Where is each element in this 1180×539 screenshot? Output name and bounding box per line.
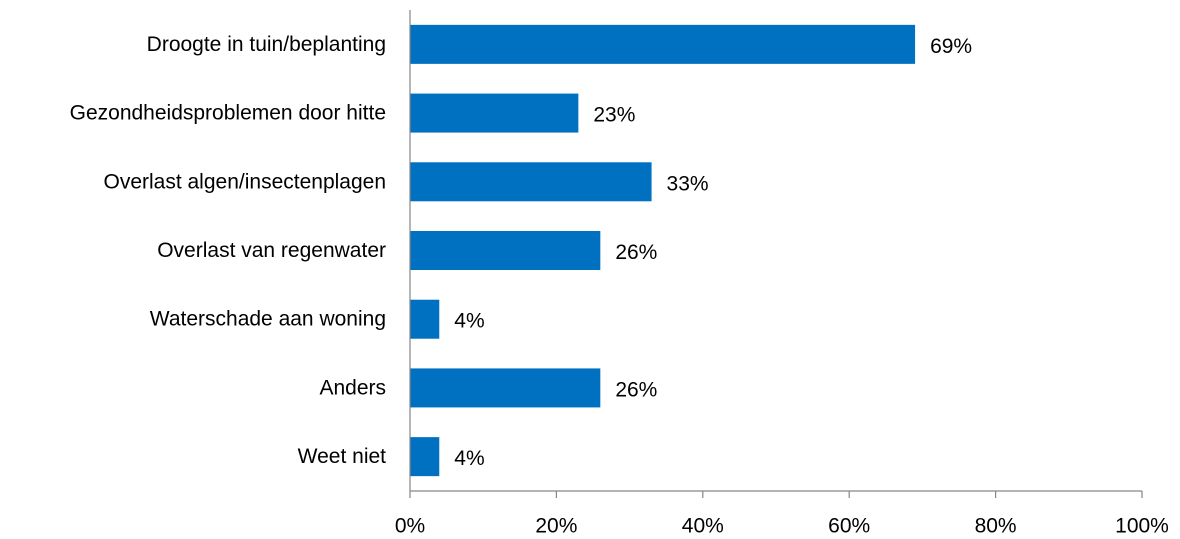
x-tick-label-0: 0% bbox=[395, 515, 425, 538]
bar-3 bbox=[410, 231, 601, 270]
bar-0 bbox=[410, 24, 916, 64]
category-label-1: Gezondheidsproblemen door hitte bbox=[70, 102, 386, 125]
bar-1 bbox=[410, 93, 579, 133]
x-tick-label-3: 60% bbox=[828, 515, 870, 538]
category-label-2: Overlast algen/insectenplagen bbox=[103, 170, 386, 193]
data-label-1: 23% bbox=[593, 104, 635, 127]
data-label-0: 69% bbox=[930, 35, 972, 58]
x-tick-label-1: 20% bbox=[535, 515, 577, 538]
x-tick-label-2: 40% bbox=[682, 515, 724, 538]
x-tick-label-5: 100% bbox=[1115, 515, 1169, 538]
category-label-4: Waterschade aan woning bbox=[150, 308, 386, 331]
bar-5 bbox=[410, 368, 601, 408]
category-label-6: Weet niet bbox=[298, 445, 386, 468]
labels-layer: Droogte in tuin/beplanting 69% Gezondheids… bbox=[70, 33, 1169, 538]
category-label-3: Overlast van regenwater bbox=[157, 239, 386, 262]
category-label-0: Droogte in tuin/beplanting bbox=[147, 33, 386, 56]
data-label-2: 33% bbox=[667, 172, 709, 195]
data-label-6: 4% bbox=[454, 447, 484, 470]
data-label-5: 26% bbox=[615, 378, 657, 401]
bars-layer bbox=[410, 24, 916, 477]
data-label-3: 26% bbox=[615, 241, 657, 264]
category-label-5: Anders bbox=[319, 376, 386, 399]
bar-2 bbox=[410, 162, 652, 202]
bar-6 bbox=[410, 437, 440, 477]
x-tick-label-4: 80% bbox=[975, 515, 1017, 538]
data-label-4: 4% bbox=[454, 310, 484, 333]
axis-layer bbox=[409, 10, 1143, 498]
bar-4 bbox=[410, 299, 440, 339]
